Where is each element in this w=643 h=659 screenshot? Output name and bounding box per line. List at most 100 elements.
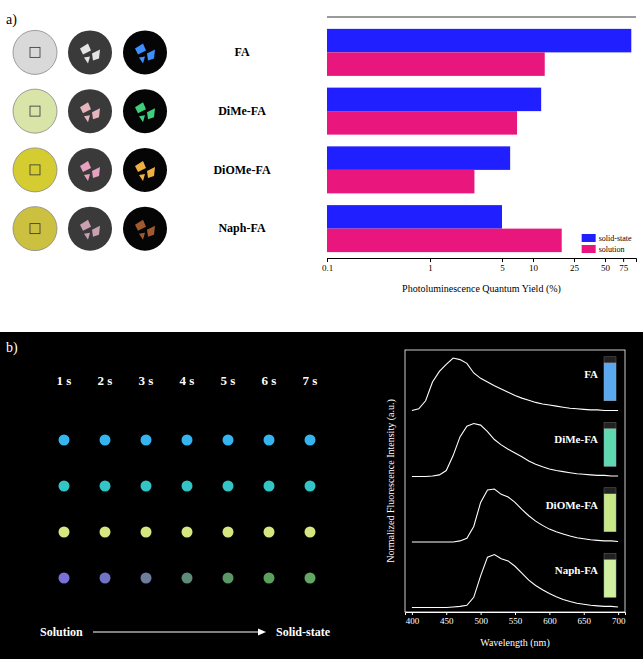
time-label: 7 s [303,373,318,388]
time-label: 6 s [262,373,277,388]
sample-dot [223,435,234,446]
tick: 600 [543,612,557,626]
spectrum-line [412,358,618,410]
sample-dot [182,481,193,492]
vial [604,428,616,466]
crystal [147,49,155,60]
sample-dot [100,481,111,492]
tick-mark [605,258,606,262]
sample-dot [59,481,70,492]
panel-label: a) [6,12,17,28]
crystal [139,115,145,122]
sample-dot [100,527,111,538]
photo-uv [123,207,167,251]
arrow [93,631,260,632]
sample-dot [305,573,316,584]
bar [327,205,502,229]
tick-label: 700 [612,616,626,626]
photo-powder [13,89,57,133]
tick-label: 0.1 [322,263,333,273]
time-label: 5 s [221,373,236,388]
tick: 650 [578,612,592,626]
photo-daylight [68,207,112,251]
tick-mark [623,258,624,262]
vial-cap [604,553,616,559]
tick: 550 [509,612,523,626]
photo-powder [13,207,57,251]
crystal [92,108,100,119]
legend: solid-statesolution [582,234,632,254]
bar [327,170,474,194]
vial-cap [604,357,616,363]
photo-row [13,89,167,133]
bar [327,229,562,253]
photo-square [30,224,40,234]
time-label: 1 s [57,373,72,388]
crystal [147,108,155,119]
arrow-label: Solution [40,625,83,639]
tick-label: 650 [578,616,592,626]
bars [327,29,631,252]
crystal [139,174,145,181]
tick-mark [502,258,503,262]
bar [327,146,510,170]
spectrum-line [412,489,618,542]
sample-dot [141,527,152,538]
axis-line [328,259,637,263]
tick-mark [446,612,447,615]
tick-label: 500 [474,616,488,626]
legend-swatch [582,234,596,242]
tick: 400 [406,612,420,626]
spectrum-line [412,555,618,608]
tick-label: 50 [601,263,611,273]
tick-mark [515,612,516,615]
crystal [80,161,91,172]
tick-mark [481,612,482,615]
sample-dot [305,435,316,446]
crystal [139,233,145,240]
tick: 700 [612,612,626,626]
spectrum-line [412,424,618,477]
tick-label: DiOMe-FA [213,163,270,177]
sample-dot [182,527,193,538]
series-label: Naph-FA [555,564,598,576]
plot-frame [327,17,636,18]
tick: 5 [500,258,505,273]
tick-mark [574,258,575,262]
photo-daylight [68,148,112,192]
x-axis: 0.11510255075 [322,258,637,273]
sample-dot [100,435,111,446]
panel-a-background [0,0,643,332]
photo-square [30,165,40,175]
legend-label: solution [599,245,625,254]
arrow-label: Solid-state [276,625,331,639]
sample-dot [141,435,152,446]
crystal [84,174,90,181]
bar [327,111,517,135]
sample-dot [141,573,152,584]
y-axis: FADiMe-FADiOMe-FANaph-FA [213,45,270,235]
tick: FA [234,45,249,59]
tick-mark [412,612,413,615]
vial [604,559,616,597]
tick-label: 25 [570,263,580,273]
photo-uv [123,89,167,133]
time-label: 4 s [180,373,195,388]
axis-title: Wavelength (nm) [480,637,549,649]
sample-dot [305,481,316,492]
sample-dot [182,435,193,446]
figure: a)0.11510255075FADiMe-FADiOMe-FANaph-FAP… [0,0,643,659]
crystal [92,226,100,237]
bar [327,29,631,53]
vial [604,363,616,401]
tick-label: 5 [500,263,505,273]
sample-dot [264,435,275,446]
tick: DiOMe-FA [213,163,270,177]
crystal [135,102,146,113]
photo-powder [13,148,57,192]
lines [412,358,618,607]
tick-mark [430,258,431,262]
tick: 500 [474,612,488,626]
sample-dot [141,481,152,492]
plot-frame [405,350,625,612]
